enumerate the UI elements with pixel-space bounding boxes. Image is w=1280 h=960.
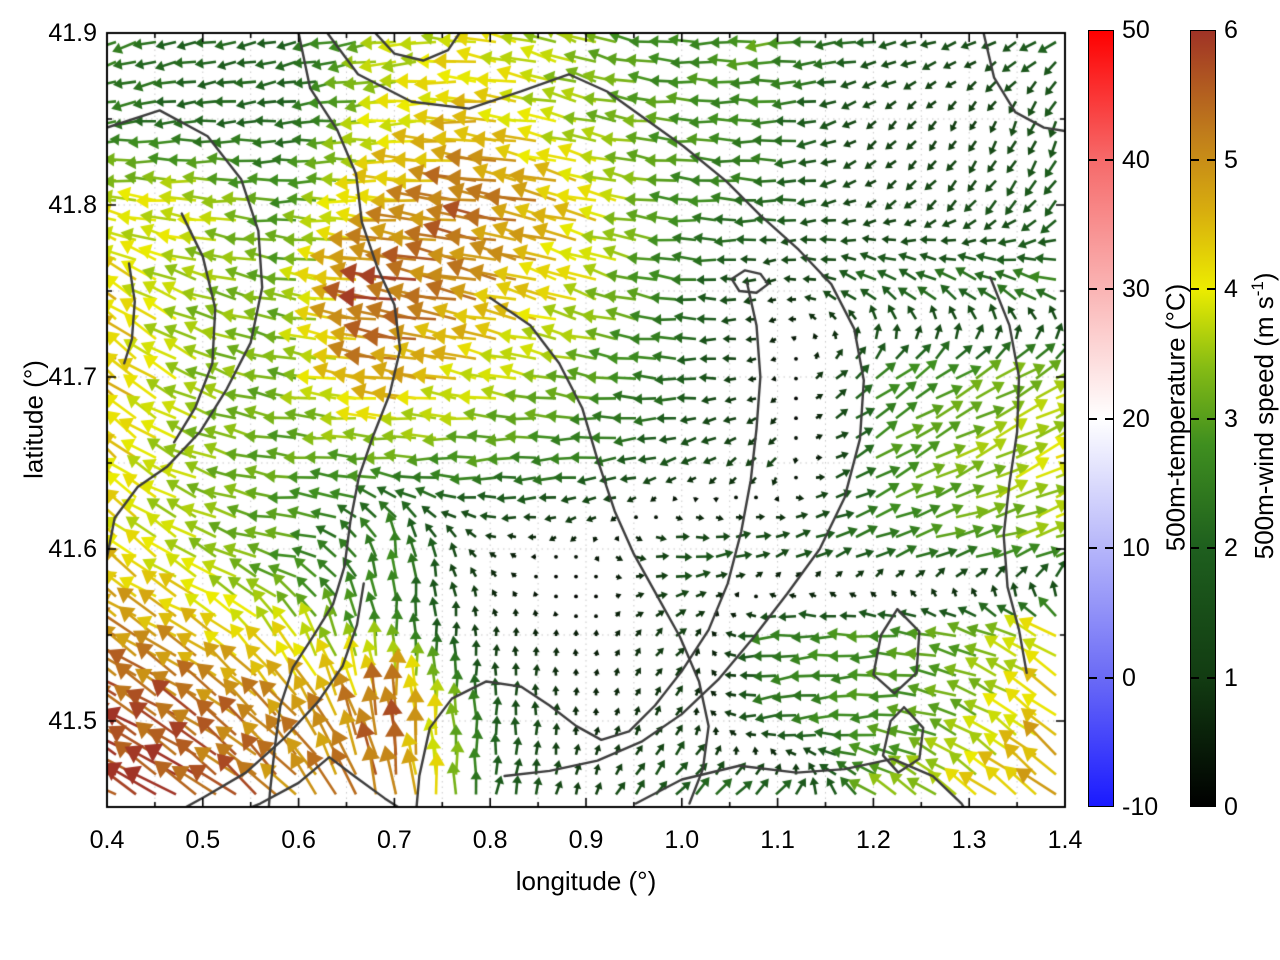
temperature-colorbar-tick-mark xyxy=(1105,547,1113,549)
wind-speed-colorbar-tick-mark xyxy=(1207,547,1215,549)
wind-title-suffix: ) xyxy=(1248,272,1279,282)
wind-speed-colorbar-tick-label: 3 xyxy=(1224,404,1238,433)
x-axis-title: longitude (°) xyxy=(515,866,657,896)
wind-speed-colorbar-tick-mark xyxy=(1191,676,1199,679)
temperature-colorbar-tick-label: 20 xyxy=(1122,404,1150,433)
wind-speed-colorbar-tick-mark xyxy=(1191,158,1199,161)
temperature-colorbar-tick-mark xyxy=(1105,417,1113,420)
wind-speed-colorbar-tick-label: 2 xyxy=(1224,534,1238,562)
temperature-colorbar-tick-mark xyxy=(1105,676,1113,679)
temperature-colorbar-tick-label: 10 xyxy=(1122,534,1150,562)
y-tick-label: 41.7 xyxy=(48,363,97,391)
wind-speed-colorbar-tick-mark xyxy=(1207,288,1215,290)
wind-speed-colorbar-tick-mark xyxy=(1207,158,1215,161)
temperature-colorbar-tick-mark xyxy=(1089,288,1097,290)
temperature-colorbar-tick-mark xyxy=(1089,158,1097,161)
x-tick-label: 1.1 xyxy=(760,826,795,854)
x-tick-label: 0.8 xyxy=(472,826,508,854)
wind-speed-colorbar-title: 500m-wind speed (m s-1) xyxy=(1248,216,1280,616)
x-tick-label: 0.9 xyxy=(568,826,604,854)
x-tick-label: 1.3 xyxy=(951,826,987,854)
temperature-colorbar-tick-mark xyxy=(1089,417,1097,420)
y-tick-label: 41.8 xyxy=(48,191,97,219)
temperature-colorbar-title: 500m-temperature (°C) xyxy=(1160,283,1191,552)
x-tick-label: 1.0 xyxy=(664,826,700,854)
wind-speed-colorbar-tick-label: 4 xyxy=(1224,275,1238,303)
y-tick-label: 41.9 xyxy=(48,19,97,47)
temperature-colorbar-tick-label: 30 xyxy=(1122,275,1150,303)
wind-speed-colorbar-tick-mark xyxy=(1191,417,1199,420)
temperature-colorbar-tick-mark xyxy=(1105,288,1113,290)
wind-speed-colorbar-tick-label: 6 xyxy=(1224,16,1238,44)
wind-title-superscript: -1 xyxy=(1248,281,1268,297)
x-tick-label: 0.6 xyxy=(281,826,316,854)
x-tick-label: 0.4 xyxy=(89,826,125,854)
wind-speed-colorbar-tick-label: 0 xyxy=(1224,793,1238,821)
wind-speed-colorbar-tick-mark xyxy=(1207,417,1215,420)
temperature-colorbar-tick-mark xyxy=(1089,547,1097,549)
temperature-colorbar-tick-mark xyxy=(1089,676,1097,679)
x-tick-label: 0.7 xyxy=(377,826,412,854)
temperature-colorbar-tick-label: -10 xyxy=(1122,793,1159,821)
temperature-colorbar-tick-label: 0 xyxy=(1122,663,1136,692)
wind-speed-colorbar-tick-mark xyxy=(1191,547,1199,549)
wind-title-prefix: 500m-wind speed (m s xyxy=(1248,296,1279,560)
x-tick-label: 0.5 xyxy=(185,826,221,854)
y-tick-label: 41.5 xyxy=(48,707,97,735)
temperature-colorbar-tick-mark xyxy=(1105,158,1113,161)
temperature-colorbar-tick-label: 50 xyxy=(1122,16,1150,44)
wind-speed-colorbar-tick-label: 5 xyxy=(1224,145,1238,174)
temperature-colorbar-tick-label: 40 xyxy=(1122,145,1150,174)
y-tick-label: 41.6 xyxy=(48,535,97,563)
wind-speed-colorbar-tick-mark xyxy=(1207,676,1215,679)
wind-speed-colorbar-tick-mark xyxy=(1191,288,1199,290)
wind-speed-colorbar-tick-label: 1 xyxy=(1224,663,1238,692)
x-tick-label: 1.2 xyxy=(856,826,891,854)
x-tick-label: 1.4 xyxy=(1047,826,1083,854)
